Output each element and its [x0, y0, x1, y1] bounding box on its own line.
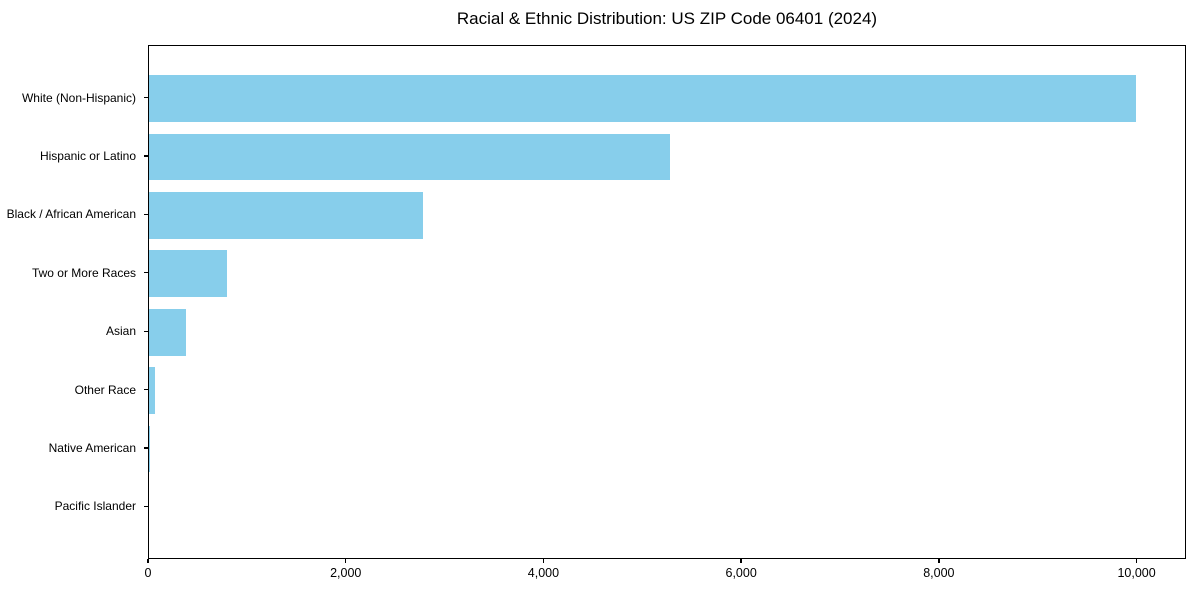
x-tick-mark	[938, 559, 940, 563]
bar	[149, 425, 150, 473]
y-tick-label: White (Non-Hispanic)	[21, 90, 136, 105]
bar	[149, 250, 228, 298]
x-tick-label: 0	[144, 566, 152, 580]
x-tick-mark	[740, 559, 742, 563]
x-tick-label: 6,000	[725, 566, 757, 580]
x-tick-mark	[147, 559, 149, 563]
bar	[149, 367, 156, 414]
x-tick-mark	[542, 559, 545, 563]
bar	[149, 192, 424, 239]
y-tick-mark	[144, 213, 148, 216]
y-tick-mark	[144, 505, 148, 508]
x-tick-mark	[345, 559, 347, 563]
y-tick-mark	[144, 155, 148, 157]
y-tick-label: Asian	[105, 324, 136, 339]
bar	[149, 133, 670, 181]
y-tick-label: Black / African American	[6, 207, 136, 222]
x-tick-label: 8,000	[923, 566, 955, 580]
y-tick-label: Pacific Islander	[54, 499, 136, 514]
chart-title: Racial & Ethnic Distribution: US ZIP Cod…	[456, 9, 878, 28]
bar	[149, 308, 187, 356]
y-tick-mark	[144, 388, 148, 391]
x-tick-label: 4,000	[527, 566, 560, 580]
x-axis: 0 2,000 4,000 6,000 8,000 10,000	[144, 559, 1186, 591]
x-tick-label: 2,000	[330, 566, 362, 580]
bar	[149, 75, 1136, 122]
y-tick-label: Native American	[48, 441, 136, 456]
y-tick-label: Two or More Races	[31, 265, 136, 280]
plot-area	[148, 45, 1186, 559]
y-axis: White (Non-Hispanic) Hispanic or Latino Bl…	[0, 45, 148, 559]
y-tick-mark	[144, 272, 148, 274]
y-tick-mark	[144, 330, 148, 332]
y-tick-mark	[144, 96, 148, 99]
y-tick-mark	[144, 447, 148, 449]
y-tick-label: Hispanic or Latino	[39, 148, 136, 163]
x-tick-mark	[1135, 559, 1138, 563]
x-tick-label: 10,000	[1117, 566, 1156, 580]
y-tick-label: Other Race	[74, 382, 136, 397]
